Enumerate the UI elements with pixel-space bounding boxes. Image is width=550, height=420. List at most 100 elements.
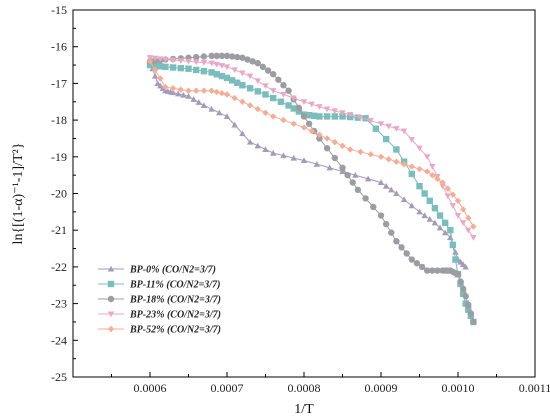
data-point xyxy=(436,224,444,231)
data-point xyxy=(444,193,451,200)
data-point xyxy=(262,146,269,153)
data-point xyxy=(323,113,331,120)
data-point xyxy=(270,149,277,156)
data-point xyxy=(316,131,323,138)
y-tick-label: -24 xyxy=(51,333,67,347)
data-point xyxy=(339,168,346,175)
data-point xyxy=(429,171,436,179)
data-point xyxy=(246,73,254,80)
tick-layer: 0.0006 0.0007 0.0008 0.0009 0.0010 0.0011 -15 -… xyxy=(51,3,550,395)
data-point xyxy=(352,171,359,178)
data-point xyxy=(449,191,457,198)
data-point xyxy=(459,285,467,293)
y-tick-label: -18 xyxy=(51,113,67,127)
data-point xyxy=(439,179,446,186)
data-point xyxy=(429,164,436,170)
data-point xyxy=(449,203,457,209)
data-point xyxy=(377,153,385,160)
data-point xyxy=(388,229,395,236)
y-tick-label: -20 xyxy=(51,187,67,201)
data-point xyxy=(316,113,323,120)
data-point xyxy=(213,52,220,60)
data-point xyxy=(246,85,254,92)
data-point xyxy=(277,98,285,105)
data-point xyxy=(434,267,441,274)
data-point xyxy=(280,91,287,98)
data-point xyxy=(213,71,220,78)
data-point xyxy=(177,86,184,93)
data-point xyxy=(290,105,297,112)
data-point xyxy=(398,244,405,251)
data-point xyxy=(421,190,428,197)
x-tick-label: 0.0007 xyxy=(211,381,244,395)
data-point xyxy=(416,182,423,190)
data-point xyxy=(162,63,169,71)
data-point xyxy=(382,220,390,228)
data-point xyxy=(408,163,415,170)
data-point xyxy=(408,170,415,178)
data-point xyxy=(305,112,313,119)
data-point xyxy=(239,82,246,89)
data-point xyxy=(300,124,308,131)
plot-border xyxy=(72,9,536,378)
data-point xyxy=(459,206,467,213)
data-point xyxy=(424,267,431,274)
data-point xyxy=(175,90,182,97)
series-line xyxy=(149,61,474,227)
data-point xyxy=(347,146,354,153)
data-point xyxy=(316,135,323,142)
data-point xyxy=(254,78,261,85)
data-point xyxy=(459,220,467,227)
y-tick-label: -19 xyxy=(51,150,67,164)
data-point xyxy=(228,53,236,60)
y-tick-label: -21 xyxy=(51,223,67,237)
data-point xyxy=(185,65,192,72)
data-point xyxy=(193,87,200,94)
data-point xyxy=(331,154,338,162)
data-point xyxy=(254,142,261,149)
data-point xyxy=(316,104,323,110)
data-point xyxy=(465,306,472,313)
data-point xyxy=(280,152,287,159)
data-point xyxy=(208,60,215,67)
data-point xyxy=(393,158,400,165)
data-point xyxy=(270,94,277,102)
data-point xyxy=(185,87,192,94)
legend-item: BP-18% (CO/N2=3/7) xyxy=(98,295,221,306)
data-point xyxy=(218,72,226,80)
data-point xyxy=(146,55,154,61)
x-tick-label: 0.0011 xyxy=(519,381,550,395)
data-point xyxy=(223,52,231,60)
data-point xyxy=(454,271,462,278)
data-point xyxy=(239,130,246,137)
data-point xyxy=(444,185,451,192)
data-point xyxy=(339,142,346,149)
legend-marker xyxy=(107,265,115,272)
data-point xyxy=(151,62,159,69)
data-point xyxy=(452,249,459,255)
data-point xyxy=(470,234,477,241)
data-point xyxy=(208,105,215,112)
data-point xyxy=(239,70,246,77)
data-point xyxy=(244,56,251,63)
data-point xyxy=(200,60,208,66)
data-point xyxy=(311,112,318,120)
data-point xyxy=(308,127,315,135)
data-point xyxy=(331,138,338,146)
data-point xyxy=(339,113,346,120)
data-point xyxy=(400,196,408,203)
data-point xyxy=(146,61,154,69)
data-point xyxy=(400,128,408,135)
data-point xyxy=(262,83,269,90)
data-point xyxy=(344,171,351,179)
data-point xyxy=(290,120,297,127)
data-point xyxy=(264,67,272,74)
series-4 xyxy=(146,58,477,230)
data-point xyxy=(470,318,477,326)
data-point xyxy=(388,186,395,193)
data-point xyxy=(393,190,400,197)
data-point xyxy=(249,58,256,65)
data-point xyxy=(262,109,269,116)
data-point xyxy=(246,102,254,109)
data-point xyxy=(416,145,423,152)
